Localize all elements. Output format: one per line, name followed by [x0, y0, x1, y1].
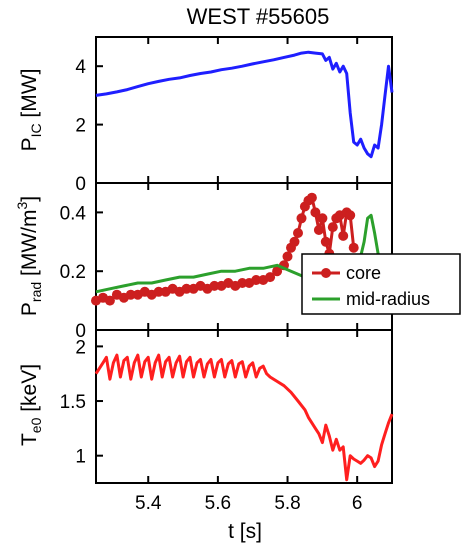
- data-point-core: [317, 213, 328, 224]
- panel-te0-yticks: 11.52: [60, 337, 103, 468]
- x-axis-label: t [s]: [228, 520, 262, 543]
- data-point-core: [104, 295, 115, 306]
- panel-prad-xticks: [147, 183, 359, 330]
- panel-te0-xticks: 5.4 5.6 5.8 6: [135, 330, 362, 514]
- data-point-core: [293, 228, 303, 238]
- panel-prad-series: [91, 192, 387, 306]
- data-point-core: [345, 210, 356, 221]
- y-tick-label-prad: 0.4: [60, 203, 87, 224]
- y-tick-label-te0: 1.5: [60, 392, 86, 413]
- data-point-core: [209, 280, 220, 291]
- panel-pic-xticks: [147, 37, 359, 183]
- x-tick-label: 5.4: [135, 493, 162, 514]
- panel-pic-yticks: 0 2 4: [75, 57, 103, 195]
- series-line-prad-mid-radius: [95, 213, 387, 294]
- data-point-core: [125, 289, 136, 300]
- y-tick-label-pic: 0: [75, 174, 86, 195]
- series-line-pic: [95, 50, 394, 159]
- x-tick-label: 6: [352, 493, 363, 514]
- y-tick-label-prad: 0: [75, 321, 86, 342]
- y-axis-label-prad: Prad [MW/m3]: [14, 196, 44, 316]
- legend-mid-radius-label: mid-radius: [346, 289, 430, 309]
- panel-pic-frame: [95, 36, 393, 184]
- x-tick-label: 5.6: [205, 493, 231, 514]
- chart-title: WEST #55605: [187, 4, 330, 29]
- panel-te0-frame: [95, 329, 393, 484]
- data-point-core: [153, 286, 164, 297]
- panel-pic: 0 2 4 PIC [MW]: [18, 36, 394, 195]
- series-line-te0: [94, 353, 394, 482]
- data-point-core: [320, 236, 331, 247]
- data-point-core: [327, 222, 338, 233]
- y-tick-label-pic: 4: [75, 57, 86, 78]
- legend-box: [301, 253, 461, 315]
- data-point-core: [296, 213, 307, 224]
- data-point-core: [251, 275, 262, 285]
- y-axis-label-pic: PIC [MW]: [18, 69, 44, 152]
- data-point-core: [313, 225, 324, 235]
- data-point-core: [181, 283, 192, 294]
- legend-core-marker: [321, 268, 331, 278]
- legend: core mid-radius: [301, 253, 461, 315]
- y-tick-label-te0: 2: [75, 337, 86, 358]
- y-tick-label-te0: 1: [75, 447, 86, 468]
- panel-te0-series: [94, 353, 394, 482]
- data-point-core: [348, 242, 359, 253]
- panel-te0: 11.52 5.4 5.6 5.8 6 Te0 [keV] t [s]: [18, 329, 394, 543]
- y-axis-label-te0: Te0 [keV]: [18, 364, 44, 446]
- data-point-core: [237, 278, 248, 288]
- panel-prad: 0 0.2 0.4 Prad [MW/m3] core mid-radius: [14, 182, 461, 342]
- data-point-core: [306, 192, 317, 203]
- data-point-core: [338, 230, 349, 241]
- data-point-core: [282, 251, 293, 262]
- y-tick-label-prad: 0.2: [60, 262, 86, 283]
- data-point-core: [265, 272, 276, 283]
- data-point-core: [310, 207, 321, 218]
- legend-core-label: core: [346, 263, 381, 283]
- y-tick-label-pic: 2: [75, 116, 86, 137]
- data-point-core: [272, 266, 283, 277]
- panel-pic-series: [95, 50, 394, 159]
- x-tick-label: 5.8: [274, 493, 300, 514]
- data-point-core: [289, 236, 300, 247]
